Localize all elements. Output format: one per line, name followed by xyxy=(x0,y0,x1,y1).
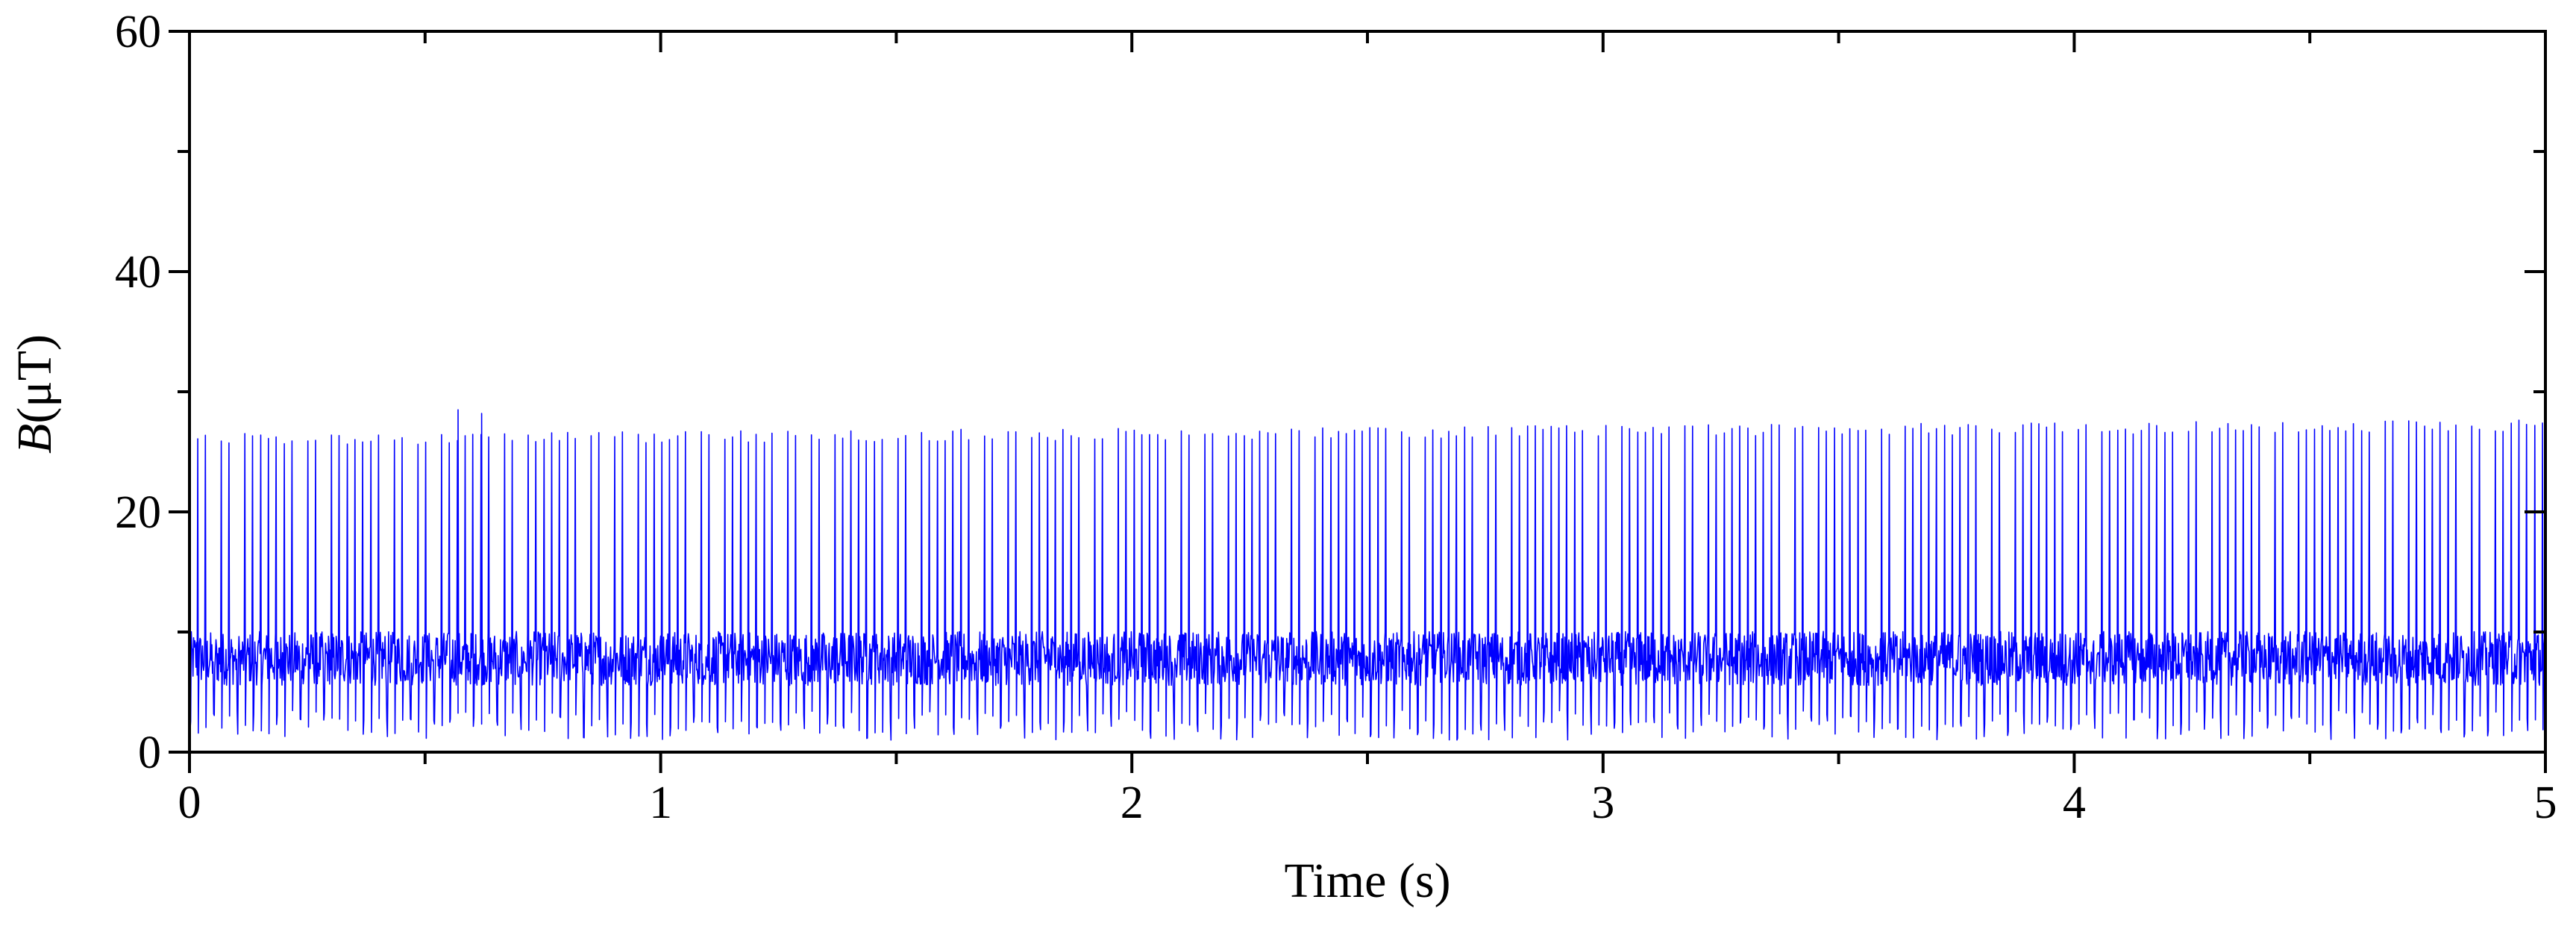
y-axis-title-unit: (μT) xyxy=(7,334,62,424)
y-axis-title-symbol: B xyxy=(7,424,62,454)
x-tick-label: 4 xyxy=(2063,778,2086,828)
series-line xyxy=(189,409,2546,741)
y-tick-label: 60 xyxy=(115,7,161,57)
x-tick-label: 0 xyxy=(178,778,201,828)
x-tick-label: 2 xyxy=(1121,778,1144,828)
x-axis-title: Time (s) xyxy=(1284,854,1450,908)
plot-area xyxy=(188,30,2547,754)
y-tick-label: 20 xyxy=(115,487,161,538)
y-tick-label: 40 xyxy=(115,247,161,298)
x-tick-label: 3 xyxy=(1591,778,1614,828)
x-tick-label: 1 xyxy=(649,778,672,828)
y-axis: 0 20 40 60 xyxy=(115,7,2545,778)
y-axis-title: B(μT) xyxy=(7,334,62,454)
y-tick-label: 0 xyxy=(138,728,161,778)
x-tick-label: 5 xyxy=(2534,778,2557,828)
x-axis: 0 1 2 3 4 5 xyxy=(178,31,2557,828)
